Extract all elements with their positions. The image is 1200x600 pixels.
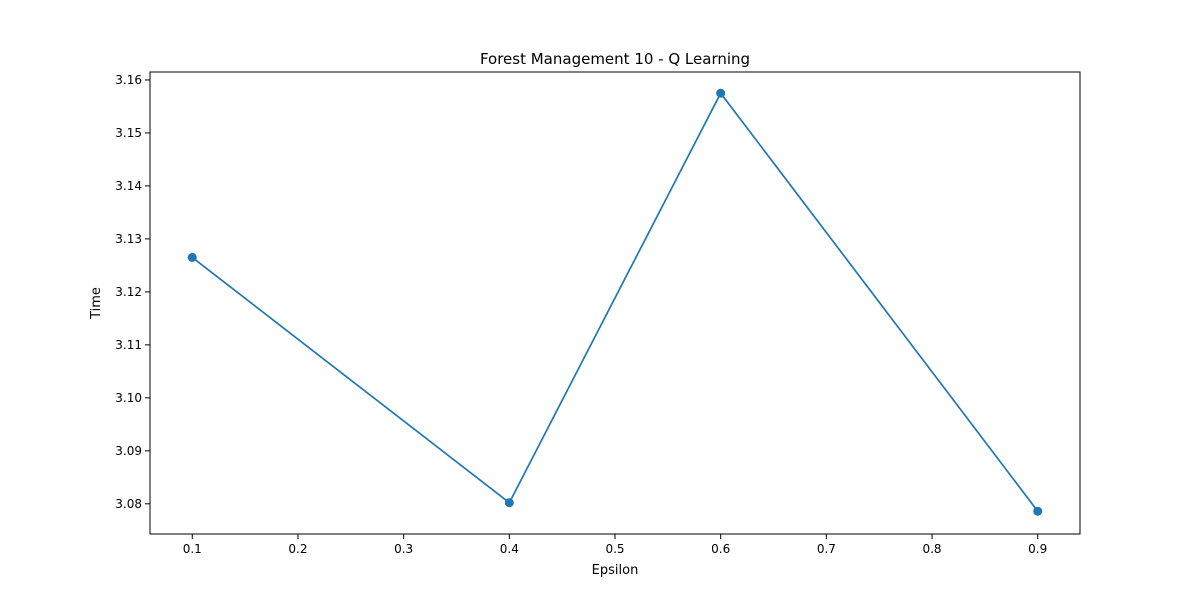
y-tick-label: 3.11 xyxy=(115,338,142,352)
x-axis: 0.1 0.2 0.3 0.4 0.5 0.6 0.7 0.8 0.9 xyxy=(183,534,1047,556)
x-tick-label: 0.4 xyxy=(500,542,519,556)
x-tick-label: 0.8 xyxy=(922,542,941,556)
data-point xyxy=(187,252,197,262)
x-tick-label: 0.7 xyxy=(817,542,836,556)
series-line xyxy=(191,92,1039,512)
x-tick-label: 0.3 xyxy=(394,542,413,556)
data-point xyxy=(716,88,726,98)
y-tick-label: 3.13 xyxy=(115,232,142,246)
y-tick-label: 3.09 xyxy=(115,444,142,458)
x-tick-label: 0.2 xyxy=(288,542,307,556)
y-axis-label: Time xyxy=(89,287,104,320)
plot-frame xyxy=(149,71,1081,535)
x-tick-label: 0.6 xyxy=(711,542,730,556)
chart-title: Forest Management 10 - Q Learning xyxy=(480,50,750,68)
y-tick-label: 3.12 xyxy=(115,285,142,299)
x-tick-label: 0.9 xyxy=(1028,542,1047,556)
x-axis-label: Epsilon xyxy=(592,563,639,578)
y-axis: 3.08 3.09 3.10 3.11 3.12 3.13 3.14 3.15 3.16 xyxy=(115,73,150,511)
y-tick-label: 3.16 xyxy=(115,73,142,87)
y-tick-label: 3.10 xyxy=(115,391,142,405)
y-tick-label: 3.14 xyxy=(115,179,142,193)
y-tick-label: 3.15 xyxy=(115,126,142,140)
x-tick-label: 0.1 xyxy=(183,542,202,556)
y-tick-label: 3.08 xyxy=(115,497,142,511)
data-point xyxy=(1033,506,1043,516)
x-tick-label: 0.5 xyxy=(605,542,624,556)
data-point xyxy=(504,498,514,508)
plot-area xyxy=(187,88,1043,516)
